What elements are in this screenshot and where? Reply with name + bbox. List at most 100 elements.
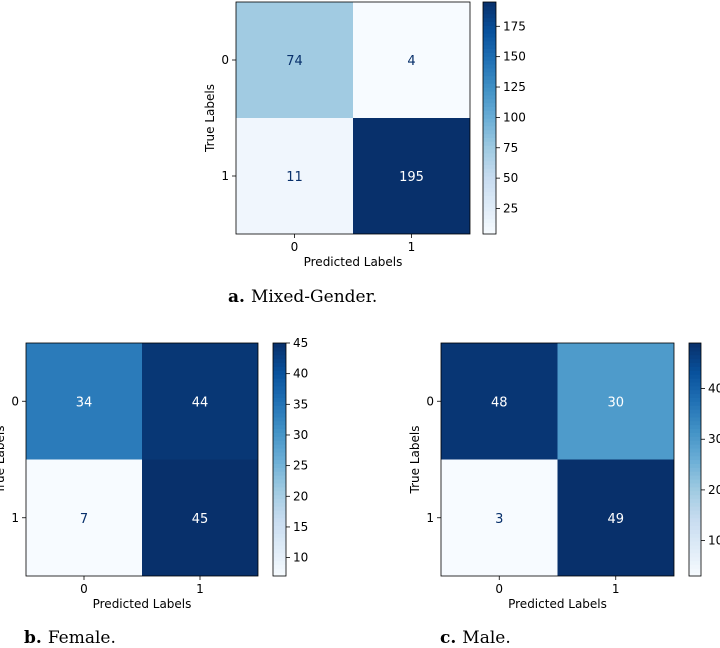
colorbar-tick-label: 150: [503, 50, 526, 64]
cell-value-label: 34: [76, 395, 93, 410]
colorbar-segment: [689, 377, 701, 383]
x-axis-label: Predicted Labels: [93, 597, 192, 611]
colorbar-segment: [689, 389, 701, 395]
matrix-cell: [142, 459, 258, 576]
colorbar-segment: [483, 102, 496, 107]
colorbar-segment: [689, 420, 701, 426]
colorbar-tick-label: 100: [503, 110, 526, 124]
colorbar-segment: [689, 548, 701, 554]
colorbar-segment: [483, 110, 496, 115]
colorbar-segment: [483, 152, 496, 158]
cell-value-label: 30: [607, 395, 624, 410]
colorbar-segment: [273, 389, 286, 395]
cell-value-label: 7: [80, 512, 88, 527]
colorbar-segment: [483, 75, 496, 80]
colorbar-segment: [689, 374, 701, 379]
colorbar-segment: [273, 529, 286, 534]
colorbar-segment: [483, 36, 496, 42]
colorbar-segment: [689, 459, 701, 464]
cell-value-label: 74: [286, 54, 303, 69]
colorbar-tick-label: 35: [293, 397, 308, 411]
x-tick-label: 0: [495, 582, 503, 596]
colorbar-segment: [273, 455, 286, 461]
y-tick-label: 0: [221, 53, 229, 67]
y-tick-label: 0: [426, 394, 434, 408]
colorbar-segment: [273, 428, 286, 433]
matrix-cell: [236, 2, 353, 118]
colorbar-segment: [273, 451, 286, 457]
colorbar-segment: [689, 541, 701, 546]
colorbar-segment: [483, 90, 496, 96]
colorbar-tick-label: 125: [503, 80, 526, 94]
colorbar-segment: [483, 133, 496, 138]
colorbar-segment: [689, 385, 701, 391]
colorbar-segment: [483, 125, 496, 131]
colorbar-segment: [483, 164, 496, 169]
colorbar-segment: [483, 71, 496, 77]
plot-frame: [235, 1, 471, 235]
cell-value-label: 11: [286, 170, 303, 185]
colorbar-segment: [689, 447, 701, 453]
colorbar-tick-label: 175: [503, 19, 526, 33]
colorbar-segment: [483, 210, 496, 216]
colorbar-tick-label: 40: [293, 367, 308, 381]
colorbar: 10 20 30 40: [688, 342, 720, 577]
colorbar-segment: [483, 94, 496, 100]
y-tick-label: 1: [426, 511, 434, 525]
colorbar-segment: [689, 432, 701, 437]
colorbar-segment: [689, 544, 701, 550]
colorbar-segment: [273, 517, 286, 523]
colorbar-segment: [689, 412, 701, 418]
colorbar-segment: [689, 482, 701, 488]
colorbar-segment: [689, 381, 701, 387]
y-tick-label: 0: [11, 394, 19, 408]
y-axis-label: True Labels: [203, 84, 217, 153]
colorbar-segment: [483, 114, 496, 119]
x-tick-label: 0: [291, 240, 299, 254]
colorbar-segment: [483, 63, 496, 69]
colorbar-tick-label: 20: [293, 489, 308, 503]
colorbar-tick-label: 40: [708, 382, 720, 396]
colorbar-segment: [483, 2, 496, 7]
colorbar-segment: [689, 502, 701, 507]
y-axis-label: True Labels: [0, 426, 7, 495]
colorbar-segment: [689, 564, 701, 569]
colorbar-segment: [273, 513, 286, 519]
colorbar-segment: [273, 498, 286, 503]
y-tick-label: 1: [11, 511, 19, 525]
colorbar-segment: [689, 537, 701, 542]
colorbar-segment: [273, 420, 286, 426]
colorbar-tick-label: 25: [503, 201, 518, 215]
colorbar-segment: [483, 5, 496, 11]
caption-female: b. Female.: [24, 628, 116, 648]
cell-value-label: 49: [607, 512, 624, 527]
colorbar-segment: [483, 230, 496, 235]
colorbar-frame: [688, 342, 702, 577]
colorbar-segment: [689, 560, 701, 565]
cell-value-label: 45: [192, 512, 209, 527]
matrix-cell: [353, 2, 470, 118]
colorbar-segment: [273, 467, 286, 472]
colorbar-segment: [273, 459, 286, 464]
colorbar-segment: [689, 416, 701, 422]
colorbar-segment: [689, 443, 701, 449]
plot-group: 74 4 11 195 0 1 0 1 Predicted Labels True Labels: [203, 1, 471, 269]
colorbar-segment: [483, 129, 496, 135]
colorbar-segment: [483, 40, 496, 46]
colorbar-segment: [273, 440, 286, 445]
colorbar-segment: [273, 416, 286, 422]
colorbar-segment: [273, 362, 286, 367]
colorbar-segment: [689, 556, 701, 562]
colorbar-segment: [483, 25, 496, 30]
colorbar-segment: [273, 409, 286, 414]
colorbar-segment: [273, 381, 286, 387]
colorbar-segment: [483, 160, 496, 165]
colorbar-segment: [273, 346, 286, 352]
colorbar-segment: [483, 226, 496, 231]
colorbar-segment: [689, 428, 701, 433]
x-tick-label: 0: [80, 582, 88, 596]
colorbar-segment: [483, 83, 496, 88]
